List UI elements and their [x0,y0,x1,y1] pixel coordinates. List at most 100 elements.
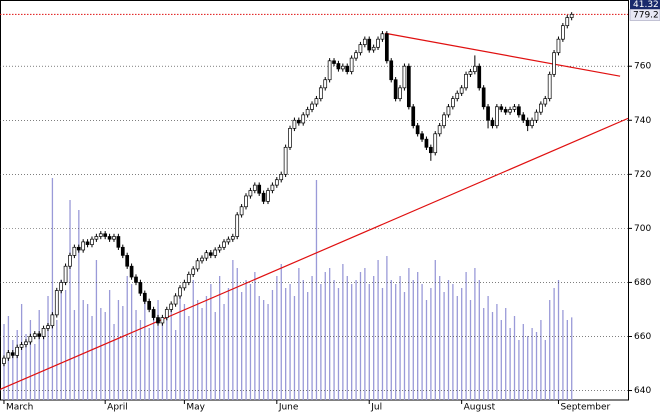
volume-bar [302,280,304,400]
candle-body [182,282,187,289]
candle-body [521,114,526,121]
volume-bar [170,306,172,400]
y-tick-label: 760 [634,62,651,72]
candle-body [398,87,402,99]
candle-body [415,125,420,135]
volume-bar [174,330,177,400]
candle-body [406,65,411,108]
volume-bar [307,292,309,400]
candle-body [204,252,209,259]
volume-bar [152,312,155,400]
candle-body [32,333,37,337]
candle-body [138,282,143,294]
candle-body [226,238,231,243]
candle-body [512,106,517,110]
candle-body [142,292,147,302]
x-tick-label: April [107,403,128,412]
volume-bar [258,296,260,400]
volume-bar [236,268,238,400]
candle-body [6,352,11,359]
candle-body [543,98,548,105]
candle-body [46,325,50,329]
candle-body [217,246,222,251]
candle-body [125,255,130,267]
volume-bar [263,300,265,400]
candle-body [314,98,319,105]
candle-body [455,92,460,99]
candle-body [556,38,561,54]
candle-body [54,290,59,316]
volume-bar [346,276,348,400]
volume-bar [439,276,441,400]
volume-bar [249,284,252,400]
candle-body [323,79,328,89]
candle-body [239,206,244,216]
volume-bar [60,280,62,400]
candle-body [129,265,134,278]
candle-body [402,65,407,89]
volume-bar [16,330,18,400]
volume-bar [500,320,502,400]
candle-body [477,65,482,89]
volume-bar [130,284,133,400]
candle-body [134,276,138,283]
candle-body [340,65,345,70]
volume-bar [491,312,494,400]
volume-bar [73,310,76,400]
candle-body [358,44,363,54]
candle-body [459,87,464,94]
candle-body [2,357,6,364]
candle-body [116,236,121,248]
volume-bar [337,288,340,400]
volume-bar [324,272,326,400]
candle-body [305,109,310,116]
volume-bar [513,316,516,400]
volume-bar [531,328,533,400]
volume-bar [91,316,93,400]
candle-body [169,303,174,310]
volume-bar [518,340,520,400]
candle-body [178,287,182,297]
candle-body [98,233,103,237]
volume-bar [161,324,164,400]
candle-body [68,255,72,267]
volume-bar [78,210,80,400]
candle-body [156,317,160,324]
candle-body [433,133,438,154]
volume-bar [245,280,247,400]
volume-bar [447,280,450,400]
volume-bar [408,268,410,400]
volume-bar [496,304,498,400]
y-tick-label: 740 [634,116,651,126]
candle-body [208,252,213,256]
volume-bar [535,332,538,400]
candle-body [50,314,55,327]
volume-bar [557,280,560,400]
candle-body [565,17,570,27]
volume-bar [267,304,269,400]
candle-body [530,119,534,127]
volume-bar [241,292,243,400]
candle-body [380,33,385,40]
candle-body [270,184,275,191]
volume-bar [417,272,419,400]
volume-bar [487,296,489,400]
candle-body [28,336,33,343]
volume-bar [56,320,58,400]
volume-bar [227,288,230,400]
volume-bar [82,300,84,400]
candle-body [296,119,301,124]
volume-bar [157,300,159,400]
candle-body [310,103,314,110]
candle-body [486,106,490,121]
candle-body [499,106,504,110]
volume-bar [483,308,485,400]
candle-body [547,73,552,99]
volume-bar [144,296,146,400]
candle-body [292,119,297,129]
volume-bar [183,304,186,400]
candle-body [539,103,543,113]
trendline [384,32,621,77]
volume-bar [135,310,137,400]
